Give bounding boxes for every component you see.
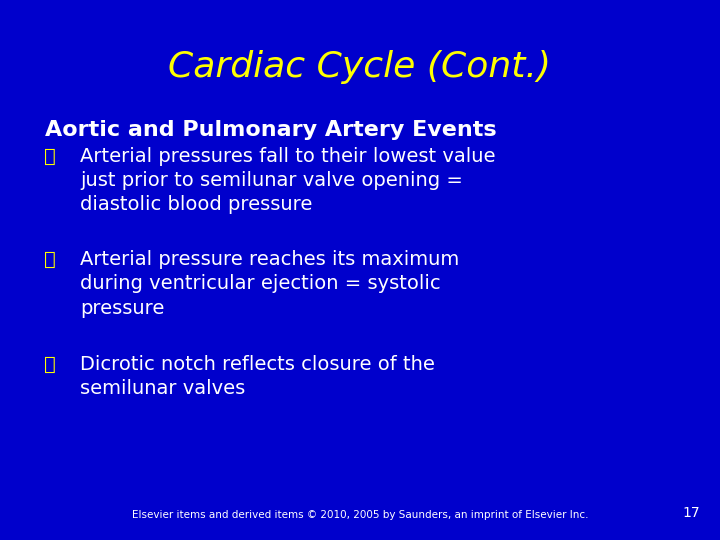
Text: Dicrotic notch reflects closure of the
semilunar valves: Dicrotic notch reflects closure of the s… [80,355,435,399]
Text: ⎆: ⎆ [44,250,56,269]
Text: Cardiac Cycle (Cont.): Cardiac Cycle (Cont.) [168,50,552,84]
Text: Arterial pressures fall to their lowest value
just prior to semilunar valve open: Arterial pressures fall to their lowest … [80,147,495,214]
Text: 17: 17 [683,506,700,520]
Text: ⎆: ⎆ [44,355,56,374]
Text: Aortic and Pulmonary Artery Events: Aortic and Pulmonary Artery Events [45,120,497,140]
Text: ⎆: ⎆ [44,147,56,166]
Text: Arterial pressure reaches its maximum
during ventricular ejection = systolic
pre: Arterial pressure reaches its maximum du… [80,250,459,318]
Text: Elsevier items and derived items © 2010, 2005 by Saunders, an imprint of Elsevie: Elsevier items and derived items © 2010,… [132,510,588,520]
